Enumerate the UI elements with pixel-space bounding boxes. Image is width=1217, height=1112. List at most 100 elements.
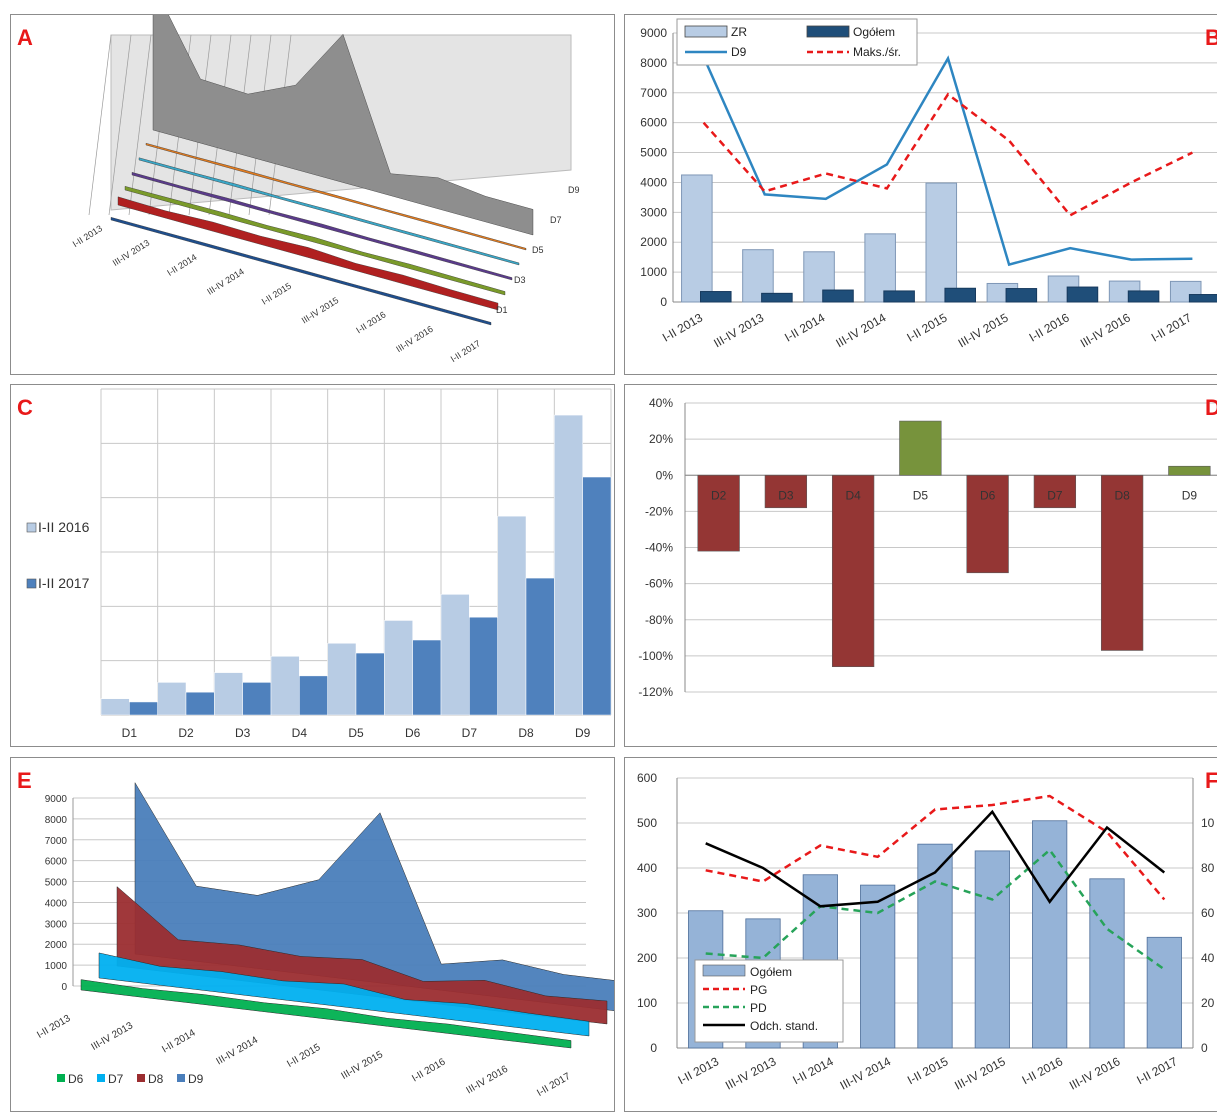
y2-tick-label: 40 — [1201, 951, 1215, 965]
chart-e: 0 1000 2000 3000 4000 5000 6000 7000 8000 9000 I-I… — [35, 781, 614, 1099]
y-tick-label: -100% — [638, 649, 673, 663]
x-tick-label: D9 — [1182, 488, 1198, 502]
y-tick-label: 40% — [649, 396, 673, 410]
x-tick-label: D4 — [845, 488, 861, 502]
x-tick-label: III-IV 2013 — [111, 238, 152, 268]
x-tick-label: III-IV 2015 — [340, 1049, 386, 1082]
x-tick-label: I-II 2015 — [260, 281, 293, 307]
y-tick-label: 6000 — [45, 857, 68, 868]
x-tick-label: III-IV 2013 — [711, 310, 766, 350]
bar-Ogółem — [860, 884, 896, 1049]
y2-tick-label: 60 — [1201, 906, 1215, 920]
bar-ZR — [681, 174, 713, 303]
y-tick-label: 8000 — [640, 56, 667, 70]
depth-tick-label: D3 — [514, 275, 526, 285]
bar-Ogółem — [974, 850, 1010, 1049]
panel-a: I-II 2013 III-IV 2013 I-II 2014 III-IV 2014… — [10, 14, 615, 375]
y-tick-label: 200 — [637, 951, 657, 965]
legend-label: Maks./śr. — [853, 45, 901, 59]
y2-tick-label: 20 — [1201, 996, 1215, 1010]
legend-label: I-II 2016 — [38, 519, 90, 535]
x-tick-label: D2 — [178, 726, 194, 740]
area-layer — [110, 217, 492, 326]
legend-label: Ogółem — [853, 25, 895, 39]
gridline — [108, 34, 132, 216]
x-tick-label: III-IV 2014 — [833, 310, 888, 350]
x-tick-label: III-IV 2015 — [952, 1054, 1008, 1093]
x-tick-label: D7 — [462, 726, 478, 740]
x-tick-label: I-II 2014 — [782, 310, 827, 344]
bar-ZR — [925, 182, 958, 303]
x-tick-label: III-IV 2015 — [956, 310, 1011, 350]
bar-Ogółem — [1127, 290, 1160, 303]
y-tick-label: -20% — [645, 504, 673, 518]
legend-swatch — [26, 578, 37, 589]
legend-swatch — [177, 1074, 185, 1082]
depth-tick-label: D9 — [568, 185, 580, 195]
y-tick-label: 1000 — [640, 265, 667, 279]
y-tick-label: 7000 — [640, 86, 667, 100]
y-tick-label: 500 — [637, 816, 657, 830]
bar-Ogółem — [1188, 294, 1217, 303]
x-tick-label: D3 — [235, 726, 251, 740]
y-tick-label: 9000 — [640, 26, 667, 40]
y-tick-label: 600 — [637, 771, 657, 785]
x-tick-label: I-II 2015 — [285, 1042, 323, 1070]
bar-I-II 2017 — [185, 691, 215, 716]
x-tick-label: I-II 2014 — [790, 1054, 836, 1087]
series-line-PG — [705, 794, 1166, 901]
x-tick-label: III-IV 2014 — [205, 266, 246, 296]
bar-I-II 2016 — [270, 656, 300, 716]
gridline — [88, 34, 112, 216]
y-tick-label: 5000 — [640, 146, 667, 160]
bar-I-II 2016 — [497, 515, 527, 716]
bar-I-II 2016 — [440, 594, 470, 716]
bar-I-II 2017 — [355, 652, 385, 716]
panel-label-e: E — [17, 768, 32, 793]
y2-tick-label: 80 — [1201, 861, 1215, 875]
y-tick-label: -120% — [638, 685, 673, 699]
x-tick-label: III-IV 2014 — [215, 1035, 261, 1068]
y-tick-label: 100 — [637, 996, 657, 1010]
area-D7 — [98, 952, 590, 1037]
x-tick-label: I-II 2014 — [165, 252, 198, 278]
x-tick-label: I-II 2016 — [1027, 310, 1072, 344]
x-tick-label: D7 — [1047, 488, 1063, 502]
panel-d: 40% 20% 0% -20% -40% -60% -80% -100% -120% D2 D3 D4… — [624, 384, 1217, 747]
bar-I-II 2016 — [100, 698, 130, 716]
x-tick-label: I-II 2016 — [354, 309, 387, 335]
x-tick-label: III-IV 2013 — [723, 1054, 779, 1093]
chart-a: I-II 2013 III-IV 2013 I-II 2014 III-IV 2014… — [71, 15, 580, 364]
series-line-D9 — [702, 55, 1193, 267]
legend-label: D9 — [731, 45, 747, 59]
panel-e: 0 1000 2000 3000 4000 5000 6000 7000 8000 9000 I-I… — [10, 757, 615, 1112]
legend-swatch — [684, 25, 728, 38]
x-tick-label: D5 — [913, 488, 929, 502]
x-tick-label: D8 — [518, 726, 534, 740]
legend-swatch — [137, 1074, 145, 1082]
bar-I-II 2016 — [157, 682, 187, 716]
legend-swatch — [57, 1074, 65, 1082]
x-tick-label: III-IV 2013 — [90, 1020, 136, 1053]
x-tick-label: I-II 2013 — [35, 1013, 73, 1041]
x-tick-label: I-II 2017 — [449, 338, 482, 364]
y-tick-label: 300 — [637, 906, 657, 920]
y-tick-label: -60% — [645, 577, 673, 591]
panel-label-d: D — [1205, 395, 1217, 421]
x-tick-label: D6 — [405, 726, 421, 740]
y-tick-label: 6000 — [640, 116, 667, 130]
bar-Ogółem — [700, 291, 732, 303]
bar-I-II 2016 — [554, 414, 583, 716]
x-tick-label: I-II 2013 — [676, 1054, 722, 1087]
x-tick-label: D3 — [778, 488, 794, 502]
y-tick-label: -80% — [645, 613, 673, 627]
panel-f: 0 100 200 300 400 500 600 0 20 40 60 80 10 I-II 2013 I… — [624, 757, 1217, 1112]
panel-label-f: F — [1205, 768, 1217, 794]
legend-swatch — [97, 1074, 105, 1082]
bar-Ogółem — [1066, 286, 1099, 303]
y-tick-label: 2000 — [45, 940, 68, 951]
legend-swatch — [806, 25, 850, 38]
x-tick-label: D4 — [292, 726, 308, 740]
chart-c: D1 D2 D3 D4 D5 D6 D7 D8 D9 I-II 2016 I-II 2017 — [26, 388, 612, 740]
